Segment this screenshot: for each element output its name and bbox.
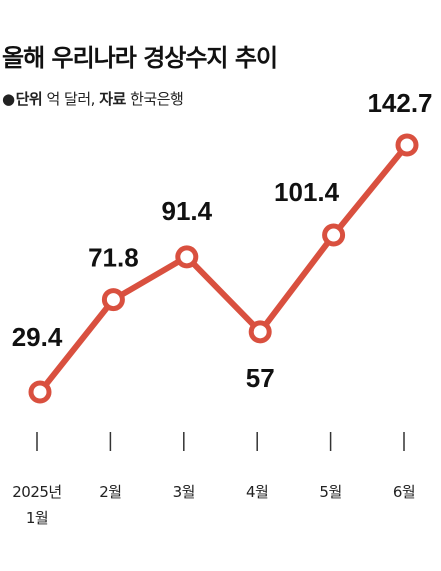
data-label: 57 <box>246 363 275 393</box>
data-label: 91.4 <box>161 196 212 226</box>
chart-title: 올해 우리나라 경상수지 추이 <box>2 44 278 72</box>
series-line <box>37 142 410 395</box>
x-tick-label: 6월 <box>393 483 415 501</box>
bullet-icon: ● <box>2 90 15 108</box>
data-label: 142.7 <box>367 88 432 118</box>
x-tick-label: 1월 <box>26 509 48 527</box>
unit-value: 억 달러, <box>46 90 95 108</box>
data-point <box>395 133 419 157</box>
unit-key: 단위 <box>15 90 43 108</box>
x-tick-label: 2025년 <box>12 483 61 501</box>
data-point <box>322 223 346 247</box>
source-value: 한국은행 <box>130 90 184 108</box>
data-label: 29.4 <box>12 322 63 352</box>
data-point <box>248 320 272 344</box>
x-tick-label: 2월 <box>99 483 121 501</box>
data-label: 71.8 <box>88 243 139 273</box>
data-point <box>101 288 125 312</box>
data-point <box>28 380 52 404</box>
chart-meta: ●단위 억 달러, 자료 한국은행 <box>2 88 184 109</box>
source-key: 자료 <box>99 90 126 108</box>
data-label: 101.4 <box>274 177 340 207</box>
x-tick-label: 4월 <box>246 483 268 501</box>
data-point <box>175 245 199 269</box>
x-tick-label: 5월 <box>319 483 341 501</box>
x-tick-label: 3월 <box>173 483 195 501</box>
